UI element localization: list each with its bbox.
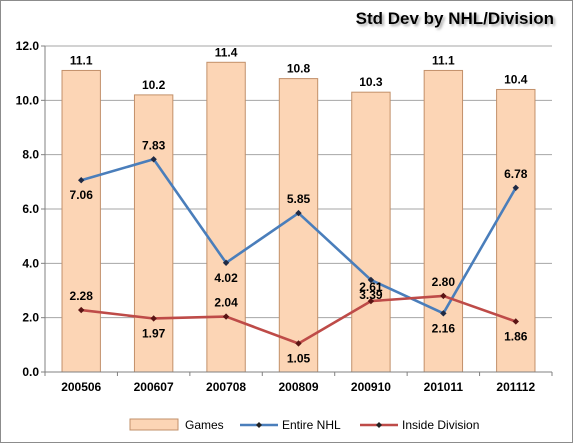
bar-series bbox=[61, 61, 536, 373]
x-tick-label: 200506 bbox=[61, 380, 101, 394]
line-value-label: 1.97 bbox=[142, 326, 166, 340]
bar-value-label: 11.4 bbox=[215, 45, 238, 59]
bar-value-label: 10.3 bbox=[359, 75, 383, 89]
series-marker bbox=[222, 313, 230, 320]
series-marker bbox=[440, 310, 447, 317]
bar bbox=[278, 78, 319, 373]
x-tick-label: 200708 bbox=[206, 380, 246, 394]
line-series bbox=[78, 156, 519, 347]
series-marker bbox=[295, 340, 302, 347]
bar-value-label: 10.8 bbox=[287, 62, 311, 76]
series-marker bbox=[512, 184, 519, 192]
series-marker bbox=[78, 177, 85, 184]
series-marker bbox=[222, 259, 230, 266]
bar-value-label: 10.2 bbox=[142, 78, 166, 92]
series-marker bbox=[150, 156, 157, 163]
legend: Games Entire NHL Inside Division bbox=[129, 418, 479, 432]
data-labels: 11.1 10.2 11.4 10.8 10.3 11.1 10.4 7.06 7.83 4.02… bbox=[70, 45, 528, 365]
axes: 0.0 2.0 4.0 6.0 8.0 10.0 12.0 200506 200607 20070… bbox=[16, 39, 553, 394]
y-tick-label: 6.0 bbox=[22, 202, 39, 216]
bar bbox=[496, 88, 536, 373]
line-value-label: 2.80 bbox=[432, 275, 456, 289]
bar-value-label: 11.1 bbox=[432, 53, 455, 67]
bar bbox=[61, 69, 101, 373]
series-marker bbox=[512, 318, 519, 325]
series-marker bbox=[295, 209, 302, 217]
bar bbox=[423, 69, 464, 373]
y-tick-label: 0.0 bbox=[22, 365, 39, 379]
y-tick-label: 12.0 bbox=[16, 39, 40, 53]
line-value-label: 1.05 bbox=[287, 351, 311, 365]
series-marker bbox=[440, 292, 447, 300]
y-tick-label: 4.0 bbox=[22, 256, 39, 270]
bar-value-label: 11.1 bbox=[70, 53, 93, 67]
line-value-label: 7.06 bbox=[70, 188, 94, 202]
series-marker bbox=[367, 297, 375, 305]
line-value-label: 1.86 bbox=[504, 329, 528, 343]
line-value-label: 2.28 bbox=[70, 289, 94, 303]
line-value-label: 6.78 bbox=[504, 167, 528, 181]
legend-swatch bbox=[129, 418, 179, 431]
bar bbox=[206, 61, 246, 373]
x-tick-label: 201112 bbox=[496, 380, 535, 394]
y-tick-label: 2.0 bbox=[22, 311, 39, 325]
series-marker bbox=[78, 306, 85, 314]
legend-marker bbox=[256, 422, 262, 428]
legend-label: Inside Division bbox=[402, 418, 479, 432]
line-value-label: 2.61 bbox=[359, 280, 383, 294]
bar bbox=[351, 91, 391, 373]
x-tick-label: 200809 bbox=[278, 380, 318, 394]
x-tick-label: 201011 bbox=[424, 380, 464, 394]
line-value-label: 5.85 bbox=[287, 192, 311, 206]
legend-marker bbox=[376, 422, 382, 428]
series-marker bbox=[367, 276, 375, 284]
line-value-label: 7.83 bbox=[142, 138, 166, 152]
x-tick-label: 200910 bbox=[351, 380, 391, 394]
line-value-label: 3.39 bbox=[359, 288, 383, 302]
legend-label: Games bbox=[185, 418, 224, 432]
bar-value-label: 10.4 bbox=[504, 72, 528, 86]
legend-label: Entire NHL bbox=[282, 418, 341, 432]
chart-title: Std Dev by NHL/Division bbox=[356, 9, 554, 28]
x-tick-label: 200607 bbox=[134, 380, 174, 394]
y-tick-label: 10.0 bbox=[16, 93, 40, 107]
line-value-label: 2.04 bbox=[214, 296, 238, 310]
y-tick-label: 8.0 bbox=[22, 148, 39, 162]
series-marker bbox=[150, 315, 157, 322]
line-value-label: 2.16 bbox=[432, 321, 456, 335]
line-value-label: 4.02 bbox=[214, 271, 238, 285]
bar bbox=[133, 94, 174, 373]
